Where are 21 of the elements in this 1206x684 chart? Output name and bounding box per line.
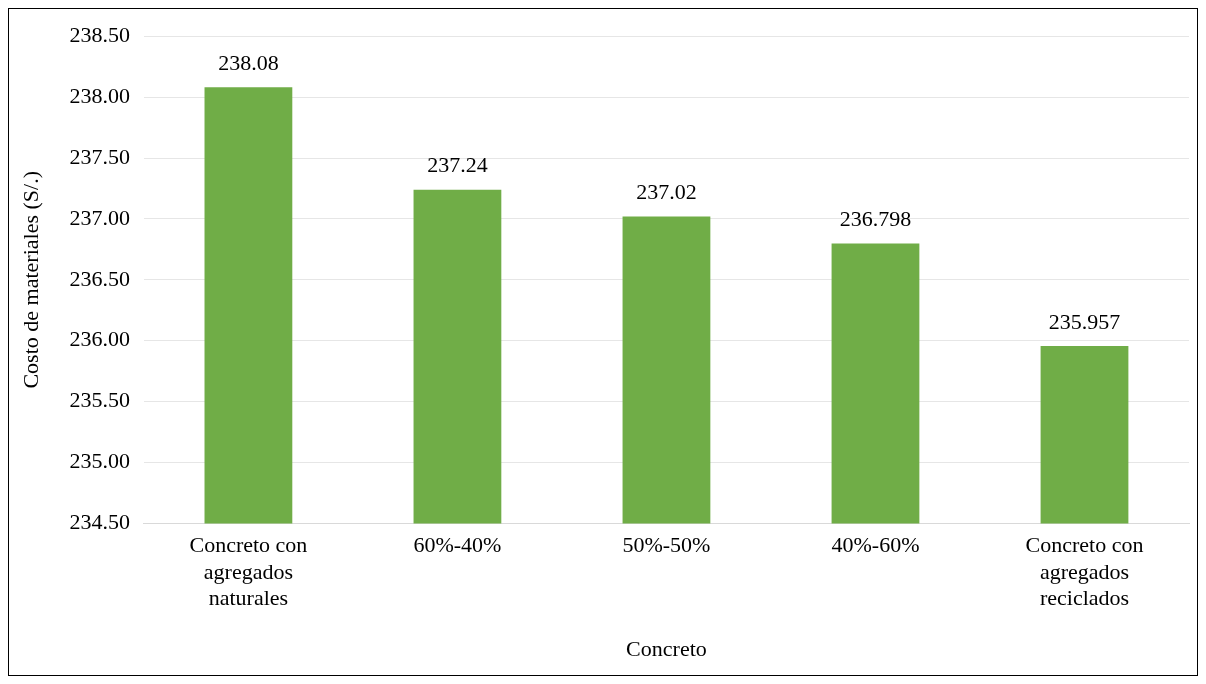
- y-tick-label: 238.00: [69, 82, 130, 108]
- data-label: 236.798: [839, 206, 912, 232]
- y-tick-label: 237.00: [69, 204, 130, 230]
- x-tick-label: Concreto con agregados naturales: [189, 532, 308, 611]
- y-tick-label: 237.50: [69, 143, 130, 169]
- x-tick-label: 60%-40%: [413, 532, 502, 558]
- data-label: 238.08: [218, 50, 279, 76]
- x-tick-label: 40%-60%: [831, 532, 920, 558]
- data-label: 235.957: [1048, 308, 1121, 334]
- x-tick-label: Concreto con agregados reciclados: [1025, 532, 1144, 611]
- data-label: 237.02: [636, 179, 697, 205]
- y-tick-label: 236.50: [69, 265, 130, 291]
- data-label: 237.24: [427, 152, 488, 178]
- y-tick-label: 238.50: [69, 21, 130, 47]
- y-tick-label: 235.50: [69, 387, 130, 413]
- y-tick-label: 234.50: [69, 509, 130, 535]
- y-tick-label: 235.00: [69, 448, 130, 474]
- x-tick-label: 50%-50%: [622, 532, 711, 558]
- x-axis-title: Concreto: [626, 635, 707, 661]
- y-axis-title: Costo de materiales (S/.): [17, 171, 43, 389]
- y-tick-label: 236.00: [69, 326, 130, 352]
